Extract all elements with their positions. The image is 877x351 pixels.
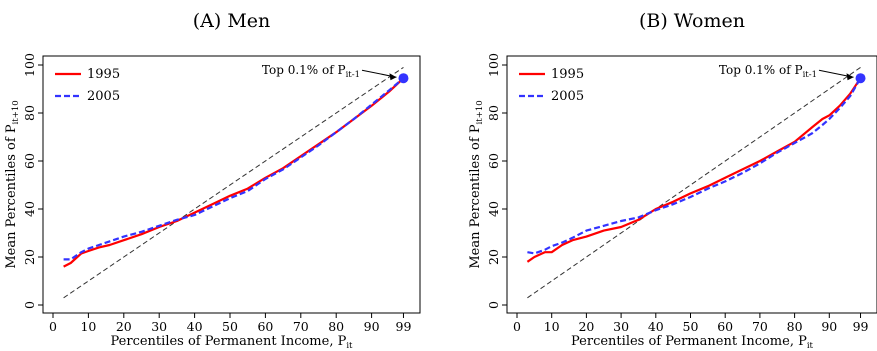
y-tick-label: 60 [486, 153, 501, 169]
plot-frame [42, 55, 421, 314]
annotation-label: Top 0.1% of Pit-1 [719, 63, 817, 80]
top-point-marker [855, 73, 866, 84]
panel-women: (B) Women 0 10 20 30 40 50 60 70 80 90 99 0 20 40 60 80 1… [468, 10, 877, 351]
x-tick-label: 0 [49, 319, 57, 334]
x-tick-label: 60 [257, 319, 273, 334]
x-tick-label: 30 [613, 319, 629, 334]
x-tick-label: 80 [328, 319, 344, 334]
y-tick-label: 80 [486, 105, 501, 121]
y-tick-label: 40 [486, 201, 501, 217]
x-tick-label: 70 [293, 319, 309, 334]
y-tick-label: 20 [486, 249, 501, 265]
annotation-arrowhead [846, 73, 854, 81]
plot-frame [506, 55, 877, 314]
legend-label-2005: 2005 [87, 89, 120, 104]
y-tick-label: 40 [22, 201, 37, 217]
y-tick-label: 80 [22, 105, 37, 121]
x-tick-label: 30 [151, 319, 167, 334]
legend-label-2005: 2005 [551, 89, 584, 104]
x-tick-label: 80 [787, 319, 803, 334]
x-tick-label: 70 [752, 319, 768, 334]
x-tick-label: 90 [364, 319, 380, 334]
series-line-2005 [63, 77, 405, 261]
legend-label-1995: 1995 [551, 67, 584, 82]
panel-title: (B) Women [639, 10, 745, 32]
y-tick-label: 60 [22, 153, 37, 169]
panel-men: (A) Men 0 10 20 30 40 50 60 70 80 90 99 0 20 40 60 80 100… [4, 10, 421, 351]
x-tick-label: 10 [80, 319, 96, 334]
x-tick-label: 99 [396, 319, 412, 334]
x-tick-label: 40 [187, 319, 203, 334]
panel-title: (A) Men [193, 10, 271, 32]
x-tick-label: 40 [648, 319, 664, 334]
x-tick-label: 20 [116, 319, 132, 334]
x-tick-label: 10 [544, 319, 560, 334]
x-tick-label: 0 [513, 319, 521, 334]
y-tick-label: 0 [486, 301, 501, 309]
x-tick-label: 50 [222, 319, 238, 334]
x-tick-label: 50 [683, 319, 699, 334]
y-tick-label: 100 [22, 53, 37, 77]
y-tick-label: 100 [486, 53, 501, 77]
annotation-arrowhead [389, 73, 397, 81]
x-tick-label: 60 [717, 319, 733, 334]
y-tick-label: 0 [22, 301, 37, 309]
y-axis-label: Mean Percentiles of Pit+10 [4, 100, 21, 268]
top-point-marker [398, 73, 409, 84]
diagonal-line [63, 66, 404, 299]
x-axis-label: Percentiles of Permanent Income, Pit [111, 334, 354, 351]
series-line-2005 [527, 77, 862, 255]
x-tick-label: 90 [821, 319, 837, 334]
x-tick-label: 99 [853, 319, 869, 334]
annotation-label: Top 0.1% of Pit-1 [262, 63, 360, 80]
diagonal-line [527, 66, 861, 299]
legend-label-1995: 1995 [87, 67, 120, 82]
x-axis-label: Percentiles of Permanent Income, Pit [571, 334, 814, 351]
x-tick-label: 20 [578, 319, 594, 334]
y-axis-label: Mean Percentiles of Pit+10 [468, 100, 485, 268]
series-line-1995 [526, 77, 862, 263]
y-tick-label: 20 [22, 249, 37, 265]
series-line-1995 [63, 77, 405, 268]
